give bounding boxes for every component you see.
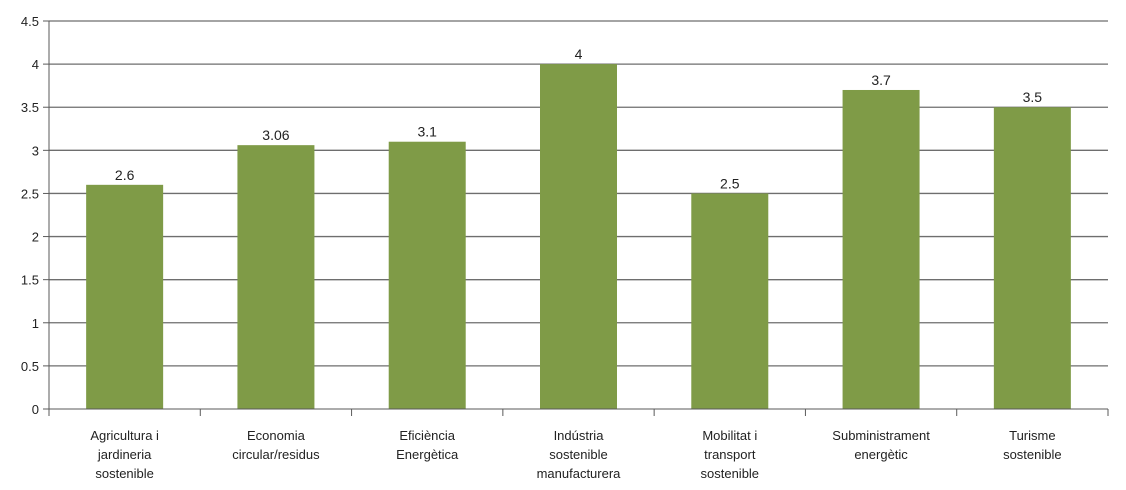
x-tick-label: Turisme	[1009, 428, 1055, 443]
data-label: 2.5	[720, 175, 740, 191]
x-tick-label: Agricultura i	[90, 428, 159, 443]
x-tick-label: Mobilitat i	[702, 428, 757, 443]
data-label: 3.7	[871, 72, 891, 88]
data-label: 3.1	[417, 124, 437, 140]
bar	[993, 107, 1071, 409]
bar	[842, 89, 920, 409]
y-tick-label: 3.5	[21, 100, 39, 115]
bar	[388, 141, 466, 409]
bar	[237, 145, 315, 409]
data-label: 4	[575, 46, 583, 62]
bars	[86, 64, 1071, 409]
bar	[86, 184, 164, 409]
y-tick-label: 4	[32, 57, 39, 72]
x-tick-label: Indústria	[554, 428, 605, 443]
bar	[691, 193, 769, 409]
x-tick-label: Economia	[247, 428, 306, 443]
x-tick-label: sostenible	[701, 466, 760, 481]
x-tick-label: circular/residus	[232, 447, 320, 462]
x-tick-label: Energètica	[396, 447, 459, 462]
x-tick-label: transport	[704, 447, 756, 462]
x-tick-label: Eficiència	[399, 428, 455, 443]
x-tick-label: sostenible	[1003, 447, 1062, 462]
x-tick-label: manufacturera	[537, 466, 622, 481]
x-tick-label: sostenible	[95, 466, 154, 481]
x-tick-label: sostenible	[549, 447, 608, 462]
labels: 0 0.5 1 1.5 2 2.5 3 3.5 4 4.5 2.6 Agricultura i jard…	[21, 14, 1062, 481]
x-tick-label: jardineria	[97, 447, 152, 462]
y-tick-label: 1	[32, 316, 39, 331]
y-tick-label: 4.5	[21, 14, 39, 29]
data-label: 3.06	[262, 127, 289, 143]
data-label: 2.6	[115, 167, 135, 183]
axes	[43, 20, 1109, 416]
bar	[540, 64, 617, 409]
x-tick-label: energètic	[854, 447, 908, 462]
y-tick-label: 0.5	[21, 359, 39, 374]
data-label: 3.5	[1023, 89, 1043, 105]
y-tick-label: 3	[32, 143, 39, 158]
y-tick-label: 0	[32, 402, 39, 417]
y-tick-label: 2.5	[21, 186, 39, 201]
x-tick-label: Subministrament	[832, 428, 930, 443]
y-tick-label: 2	[32, 230, 39, 245]
y-tick-label: 1.5	[21, 273, 39, 288]
